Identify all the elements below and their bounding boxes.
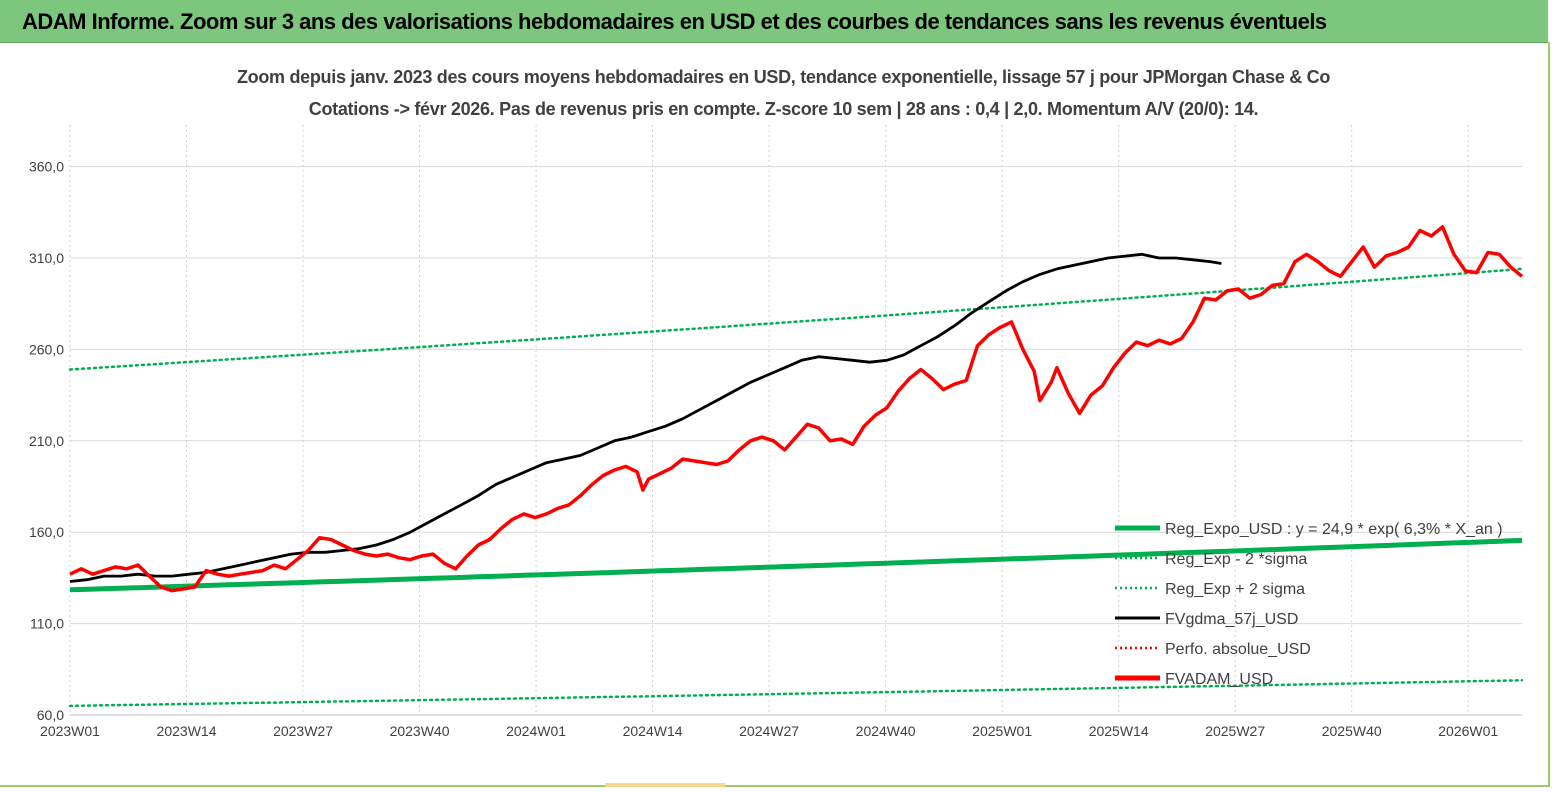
x-tick-label: 2024W01 bbox=[506, 723, 566, 739]
y-tick-label: 260,0 bbox=[29, 341, 64, 357]
legend-label: FVgdma_57j_USD bbox=[1165, 611, 1298, 628]
series-reg-minus-2sigma bbox=[68, 679, 1524, 708]
legend: Reg_Expo_USD : y = 24,9 * exp( 6,3% * X_… bbox=[1115, 521, 1503, 688]
series-reg-plus-2sigma bbox=[68, 267, 1524, 371]
legend-label: Reg_Exp - 2 *sigma bbox=[1165, 551, 1307, 568]
bottom-tab-marker bbox=[605, 783, 725, 787]
y-tick-label: 110,0 bbox=[30, 616, 64, 632]
y-axis-ticks: 60,0 110,0 160,0 210,0 260,0 310,0 360,0 bbox=[29, 159, 64, 723]
x-tick-label: 2026W01 bbox=[1438, 723, 1498, 739]
header-title: ADAM Informe. Zoom sur 3 ans des valoris… bbox=[22, 9, 1327, 34]
header-banner: ADAM Informe. Zoom sur 3 ans des valoris… bbox=[0, 0, 1548, 43]
x-tick-label: 2025W01 bbox=[972, 723, 1032, 739]
y-tick-label: 210,0 bbox=[29, 433, 64, 449]
series-reg-expo bbox=[69, 537, 1523, 593]
x-tick-label: 2023W40 bbox=[390, 723, 450, 739]
x-tick-label: 2025W27 bbox=[1205, 723, 1265, 739]
series-fvgdma bbox=[69, 252, 1222, 583]
legend-label: Reg_Exp + 2 sigma bbox=[1165, 581, 1305, 598]
series-lines bbox=[68, 225, 1524, 708]
legend-label: Reg_Expo_USD : y = 24,9 * exp( 6,3% * X_… bbox=[1165, 521, 1503, 538]
chart-title: Zoom depuis janv. 2023 des cours moyens … bbox=[236, 67, 1331, 87]
x-tick-label: 2024W14 bbox=[623, 723, 683, 739]
x-tick-label: 2025W40 bbox=[1322, 723, 1382, 739]
y-tick-label: 60,0 bbox=[37, 707, 64, 723]
x-tick-label: 2023W27 bbox=[273, 723, 333, 739]
x-axis-ticks: 2023W01 2023W14 2023W27 2023W40 2024W01 2024W… bbox=[40, 723, 1498, 739]
chart-subtitle: Cotations -> févr 2026. Pas de revenus p… bbox=[308, 99, 1259, 119]
x-tick-label: 2024W27 bbox=[739, 723, 799, 739]
series-fvadam bbox=[69, 225, 1524, 593]
grid-lines bbox=[69, 125, 1522, 716]
x-tick-label: 2023W01 bbox=[40, 723, 100, 739]
x-tick-label: 2025W14 bbox=[1089, 723, 1149, 739]
y-tick-label: 160,0 bbox=[29, 524, 64, 540]
chart-frame bbox=[0, 42, 1550, 787]
legend-label: Perfo. absolue_USD bbox=[1165, 641, 1311, 658]
legend-label: FVADAM_USD bbox=[1165, 671, 1273, 688]
x-tick-label: 2023W14 bbox=[157, 723, 217, 739]
x-tick-label: 2024W40 bbox=[856, 723, 916, 739]
y-tick-label: 310,0 bbox=[29, 250, 64, 266]
y-tick-label: 360,0 bbox=[29, 159, 64, 175]
